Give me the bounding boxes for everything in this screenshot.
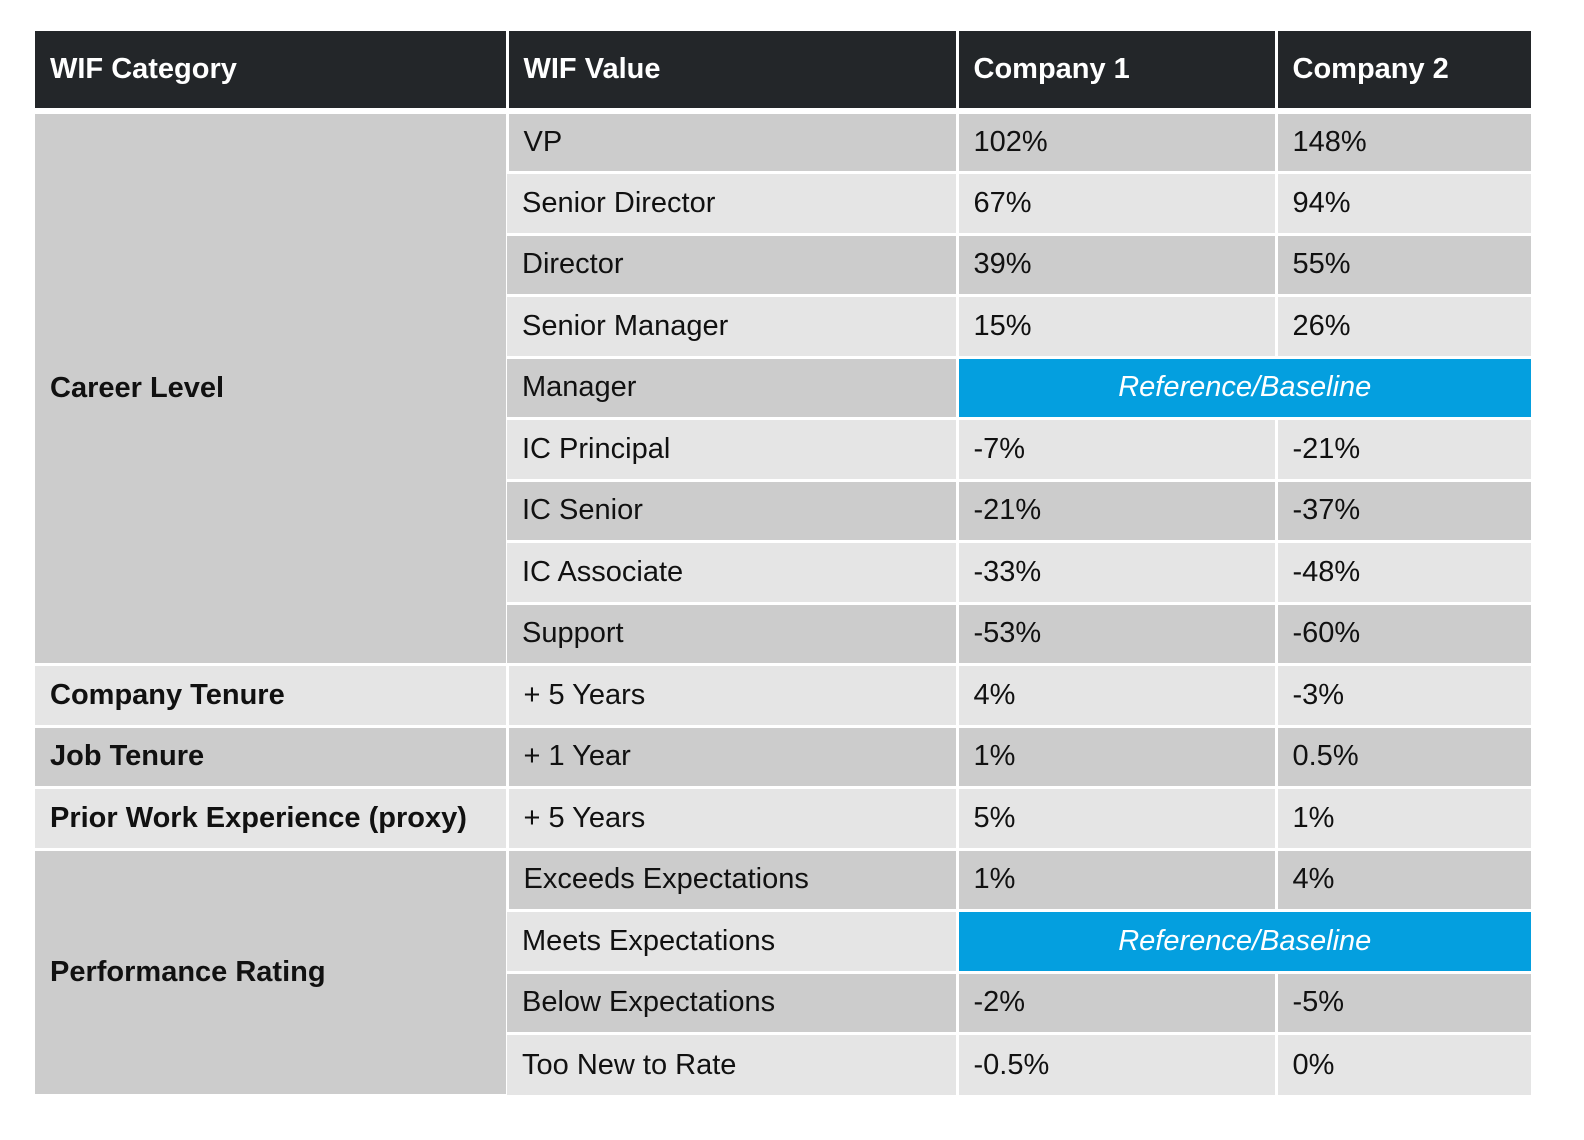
table-row: Performance Rating Exceeds Expectations 1%… (35, 849, 1531, 1097)
table-row: Career Level VP 102% 148% (35, 111, 1531, 666)
table-row: Manager Reference/Baseline (35, 357, 1531, 420)
cell-wif-value: Manager (507, 357, 957, 420)
cell-company-1: 102% (955, 111, 1276, 174)
cell-wif-value: Senior Manager (507, 295, 957, 359)
cell-reference-baseline: Reference/Baseline (955, 910, 1531, 974)
cell-company-2: -60% (1274, 603, 1531, 666)
table-row: Meets Expectations Reference/Baseline (35, 910, 1531, 974)
table-row: Company Tenure + 5 Years 4% -3% (35, 664, 1531, 728)
table-row: Senior Director 67% 94% (35, 172, 1531, 236)
header-wif-category: WIF Category (35, 31, 507, 114)
cell-company-2: -37% (1274, 480, 1531, 543)
table-row: Below Expectations -2% -5% (35, 972, 1531, 1035)
cell-reference-baseline: Reference/Baseline (955, 357, 1531, 420)
cell-company-1: -53% (955, 603, 1276, 666)
cell-wif-value: + 5 Years (505, 787, 957, 851)
cell-company-1: 39% (955, 234, 1276, 297)
cell-company-1: 4% (955, 664, 1276, 728)
cell-wif-value: Below Expectations (507, 972, 957, 1035)
cell-company-1: 15% (955, 295, 1276, 359)
table-row: Support -53% -60% (35, 603, 1531, 666)
cell-company-2: 4% (1274, 849, 1531, 912)
table-row: IC Principal -7% -21% (35, 418, 1531, 482)
table-row: Director 39% 55% (35, 234, 1531, 297)
wif-table: WIF Category WIF Value Company 1 Company… (35, 31, 1531, 1097)
header-row: WIF Category WIF Value Company 1 Company… (35, 31, 1531, 114)
cell-wif-value: Meets Expectations (507, 910, 957, 974)
cell-wif-value: VP (505, 111, 957, 174)
cell-company-2: 94% (1274, 172, 1531, 236)
cell-company-2: 0.5% (1274, 726, 1531, 789)
table-row: Job Tenure + 1 Year 1% 0.5% (35, 726, 1531, 789)
table-row: Prior Work Experience (proxy) + 5 Years 5%… (35, 787, 1531, 851)
cell-company-2: 0% (1274, 1033, 1531, 1095)
cell-wif-value: Support (507, 603, 957, 666)
cell-company-1: -0.5% (955, 1033, 1276, 1095)
header-company-2: Company 2 (1274, 31, 1531, 114)
cell-company-1: 1% (955, 849, 1276, 912)
cell-wif-value: Director (507, 234, 957, 297)
cell-company-2: -48% (1274, 541, 1531, 605)
wif-table-container: WIF Category WIF Value Company 1 Company… (35, 31, 1531, 1097)
cell-company-2: 55% (1274, 234, 1531, 297)
table-body: Career Level VP 102% 148% Senior Director 67%… (35, 111, 1531, 1097)
cell-wif-value: Senior Director (507, 172, 957, 236)
table-row: Senior Manager 15% 26% (35, 295, 1531, 359)
cell-company-1: -7% (955, 418, 1276, 482)
cell-company-1: -33% (955, 541, 1276, 605)
cell-company-2: 1% (1274, 787, 1531, 851)
table-row: Too New to Rate -0.5% 0% (35, 1033, 1531, 1095)
cell-company-1: -21% (955, 480, 1276, 543)
cell-wif-value: IC Associate (507, 541, 957, 605)
cell-company-1: 67% (955, 172, 1276, 236)
cell-wif-value: IC Senior (507, 480, 957, 543)
cell-wif-value: + 1 Year (505, 726, 957, 789)
cell-wif-value: Too New to Rate (507, 1033, 957, 1095)
cell-company-2: 148% (1274, 111, 1531, 174)
cell-company-2: -21% (1274, 418, 1531, 482)
cell-wif-category: Performance Rating (35, 849, 507, 1097)
header-company-1: Company 1 (955, 31, 1276, 114)
cell-wif-value: IC Principal (507, 418, 957, 482)
cell-wif-category: Job Tenure (35, 726, 507, 789)
cell-company-1: 5% (955, 787, 1276, 851)
cell-wif-category: Company Tenure (35, 664, 507, 728)
cell-wif-value: + 5 Years (505, 664, 957, 728)
cell-wif-value: Exceeds Expectations (505, 849, 957, 912)
table-row: IC Senior -21% -37% (35, 480, 1531, 543)
cell-company-1: 1% (955, 726, 1276, 789)
cell-wif-category: Prior Work Experience (proxy) (35, 787, 507, 851)
cell-company-2: -5% (1274, 972, 1531, 1035)
cell-company-2: 26% (1274, 295, 1531, 359)
cell-company-1: -2% (955, 972, 1276, 1035)
table-row: IC Associate -33% -48% (35, 541, 1531, 605)
cell-company-2: -3% (1274, 664, 1531, 728)
header-wif-value: WIF Value (505, 31, 957, 114)
cell-wif-category: Career Level (35, 111, 507, 666)
